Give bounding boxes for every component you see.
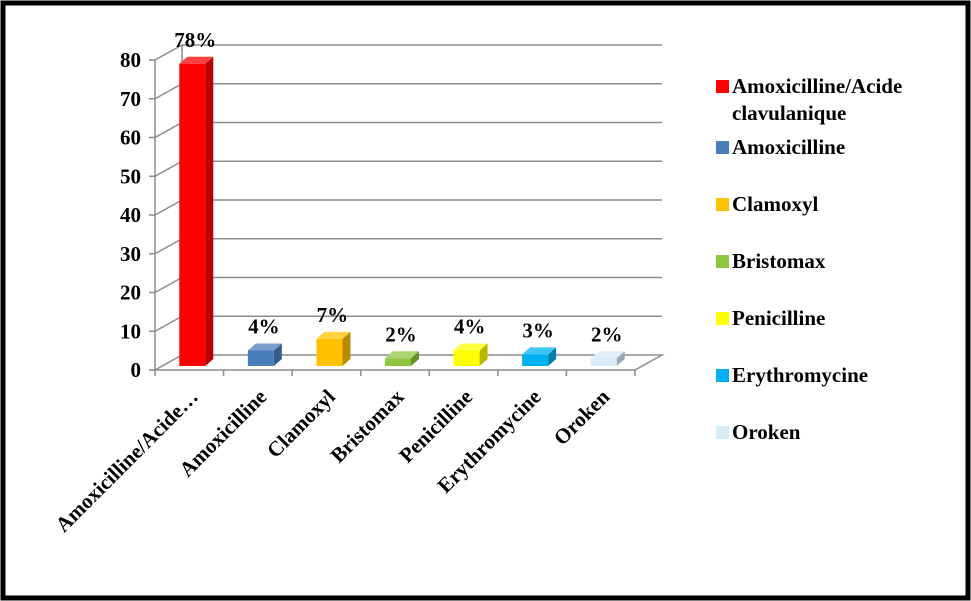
y-tick-label: 60 xyxy=(120,126,141,150)
legend-swatch xyxy=(716,141,729,154)
bar-front xyxy=(385,358,411,366)
y-tick-label: 70 xyxy=(120,87,141,111)
legend-item: Oroken xyxy=(716,420,801,444)
data-label: 4% xyxy=(454,315,486,339)
gridline-depth xyxy=(154,121,183,139)
bar-oroken xyxy=(590,351,625,366)
y-tick-label: 10 xyxy=(120,319,141,343)
data-label: 4% xyxy=(248,315,280,339)
bar-top xyxy=(385,351,419,359)
legend-swatch xyxy=(716,426,729,439)
data-label: 3% xyxy=(522,318,554,342)
gridline-depth xyxy=(154,44,183,61)
gridline-depth xyxy=(154,315,183,332)
bar-side xyxy=(411,351,419,366)
bar-top xyxy=(316,331,351,339)
bar-clamoxyl xyxy=(316,331,351,366)
bar-side xyxy=(342,331,351,366)
gridline-depth xyxy=(154,199,183,216)
legend-swatch xyxy=(716,80,729,93)
legend-item: Amoxicilline xyxy=(716,135,845,159)
data-label: 2% xyxy=(385,322,417,346)
y-tick-label: 20 xyxy=(120,281,141,305)
bar-top xyxy=(247,343,282,351)
bar-penicilline xyxy=(453,343,488,366)
legend-label: Bristomax xyxy=(732,249,826,273)
bar-side xyxy=(548,347,557,366)
bar-front xyxy=(590,358,617,366)
legend-swatch xyxy=(716,255,729,268)
gridline-depth xyxy=(154,238,183,255)
bar-top xyxy=(522,347,557,355)
bar-side xyxy=(616,351,625,366)
legend-label: Erythromycine xyxy=(732,363,868,387)
bar-side xyxy=(273,343,282,366)
y-tick-label: 50 xyxy=(120,164,141,188)
legend-swatch xyxy=(716,369,729,382)
bar-amoxicilline xyxy=(247,343,282,366)
legend-label: clavulanique xyxy=(732,101,846,125)
data-labels: 78% 4% 7% 2% 4% 3% 2% xyxy=(174,28,622,347)
legend-item: Amoxicilline/Acide clavulanique xyxy=(716,74,902,125)
data-label: 2% xyxy=(591,322,623,346)
legend-item: Erythromycine xyxy=(716,363,868,387)
legend-swatch xyxy=(716,198,729,211)
legend-item: Penicilline xyxy=(716,306,825,330)
bar-top xyxy=(590,351,625,359)
legend-label: Oroken xyxy=(732,420,801,444)
gridlines xyxy=(154,44,662,332)
legend-label: Penicilline xyxy=(732,306,825,330)
bar-erythromycine xyxy=(522,347,557,366)
bar-front xyxy=(522,354,549,366)
y-tick-label: 0 xyxy=(131,358,142,382)
bar-bristomax xyxy=(385,351,419,366)
bar-front xyxy=(453,350,480,366)
gridline-depth xyxy=(154,276,183,294)
floor xyxy=(152,354,665,371)
bar-side xyxy=(479,343,488,366)
bar-front xyxy=(316,338,343,366)
y-axis-ticks: 0 10 20 30 40 50 60 70 80 xyxy=(120,48,636,382)
bar-front xyxy=(247,350,274,366)
data-label: 78% xyxy=(174,28,216,52)
legend-label: Clamoxyl xyxy=(732,192,818,216)
bar-side xyxy=(205,56,214,366)
y-tick-label: 80 xyxy=(120,48,141,72)
legend-item: Clamoxyl xyxy=(716,192,818,216)
legend: Amoxicilline/AcideclavulaniqueAmoxicilli… xyxy=(716,74,902,444)
gridline-depth xyxy=(154,160,183,177)
legend-item: Bristomax xyxy=(716,249,826,273)
y-tick-label: 40 xyxy=(120,203,141,227)
bar-front xyxy=(179,63,206,366)
bar-amoxicilline-acide xyxy=(179,56,214,366)
legend-label: Amoxicilline xyxy=(732,135,845,159)
bar-top xyxy=(453,343,488,351)
gridline-depth xyxy=(154,83,183,100)
bar-top xyxy=(179,56,214,64)
bars xyxy=(179,56,625,366)
data-label: 7% xyxy=(317,303,349,327)
y-tick-label: 30 xyxy=(120,242,141,266)
legend-swatch xyxy=(716,312,729,325)
legend-label: Amoxicilline/Acide xyxy=(732,74,902,98)
